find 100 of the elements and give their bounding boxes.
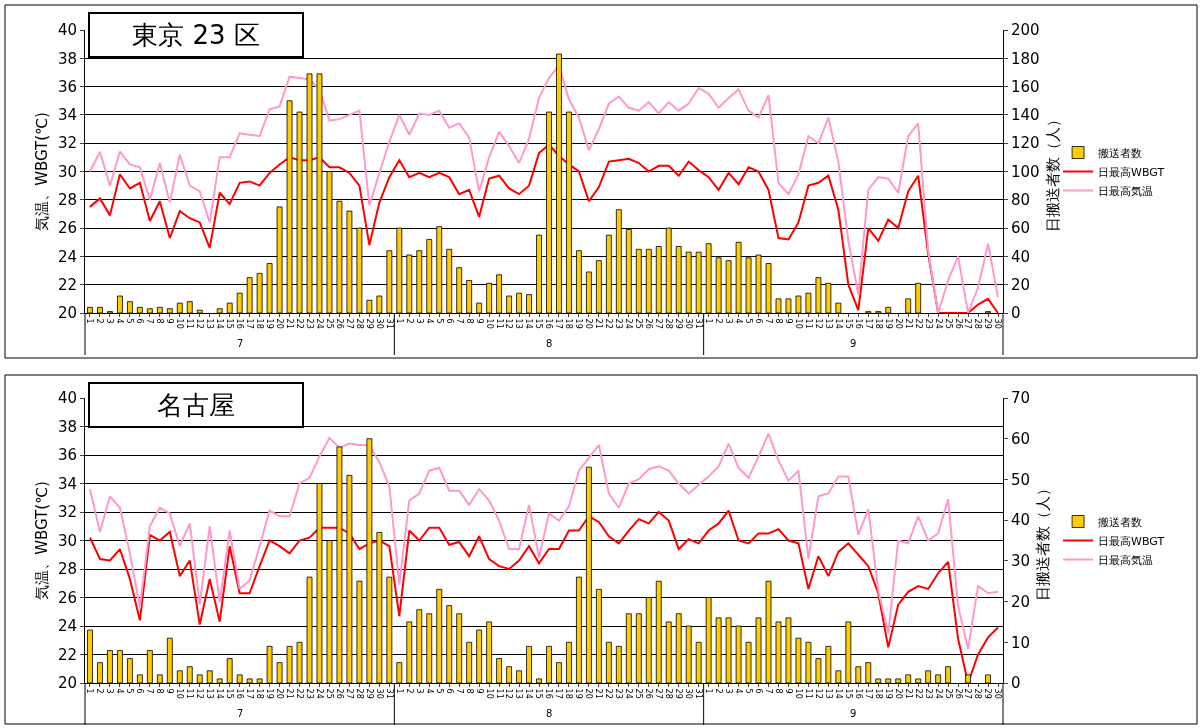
x-tick-label: 19 — [574, 318, 584, 329]
x-tick-label: 1 — [394, 688, 404, 694]
y-tick-label: 36 — [57, 77, 77, 96]
x-tick-label: 2 — [714, 318, 724, 324]
x-tick-label: 24 — [314, 318, 324, 329]
x-tick-label: 18 — [873, 688, 883, 699]
x-tick-label: 10 — [793, 318, 803, 329]
x-tick-label: 3 — [724, 688, 733, 694]
x-tick-label: 10 — [484, 688, 494, 699]
y-axis-title: 気温、WBGT(℃) — [33, 481, 52, 600]
x-tick-label: 2 — [714, 688, 724, 694]
x-tick-label: 22 — [294, 688, 304, 699]
x-tick-label: 21 — [903, 318, 913, 329]
x-tick-label: 27 — [344, 318, 354, 329]
x-tick-label: 5 — [743, 318, 753, 324]
chart-title: 東京 23 区 — [132, 20, 260, 50]
x-tick-label: 19 — [265, 688, 274, 699]
x-tick-label: 2 — [404, 318, 414, 324]
x-tick-label: 17 — [245, 688, 255, 699]
x-tick-label: 15 — [534, 318, 544, 329]
y-tick-label: 32 — [57, 503, 77, 522]
x-tick-label: 17 — [863, 688, 873, 699]
x-tick-label: 5 — [125, 688, 135, 694]
y-tick-label: 32 — [57, 134, 77, 153]
x-tick-label: 10 — [175, 318, 185, 329]
x-tick-label: 20 — [274, 688, 284, 699]
x-tick-label: 4 — [733, 688, 743, 694]
x-tick-label: 23 — [614, 688, 624, 699]
x-tick-label: 13 — [823, 688, 833, 699]
x-tick-label: 6 — [753, 688, 763, 694]
x-tick-label: 10 — [484, 318, 494, 329]
y-tick-label: 28 — [57, 560, 77, 579]
y-tick-label: 38 — [57, 49, 77, 68]
x-tick-label: 28 — [354, 318, 364, 329]
x-tick-label: 14 — [524, 688, 534, 699]
x-tick-label: 2 — [95, 318, 105, 324]
x-tick-label: 21 — [284, 318, 294, 329]
x-tick-label: 14 — [215, 688, 225, 699]
x-tick-label: 30 — [684, 688, 694, 699]
x-tick-label: 27 — [654, 318, 664, 329]
x-tick-label: 6 — [444, 318, 454, 324]
x-tick-label: 21 — [284, 688, 294, 699]
legend-label: 日最高WBGT — [1098, 165, 1165, 179]
x-tick-label: 24 — [933, 318, 943, 329]
x-tick-label: 31 — [694, 318, 704, 329]
x-tick-label: 30 — [684, 318, 694, 329]
x-tick-label: 13 — [514, 688, 524, 699]
y2-tick-label: 180 — [1011, 49, 1040, 68]
legend-label: 搬送者数 — [1098, 146, 1143, 160]
x-tick-label: 21 — [903, 688, 913, 699]
y2-tick-label: 120 — [1011, 134, 1040, 153]
y2-tick-label: 100 — [1011, 162, 1040, 181]
x-tick-label: 6 — [135, 688, 145, 694]
y-tick-label: 24 — [57, 247, 77, 266]
x-tick-label: 14 — [833, 688, 843, 699]
x-tick-label: 24 — [624, 318, 634, 329]
x-tick-label: 31 — [384, 688, 394, 699]
y2-tick-label: 60 — [1011, 219, 1031, 238]
y2-tick-label: 40 — [1011, 511, 1031, 530]
x-tick-label: 11 — [803, 688, 813, 699]
x-tick-label: 16 — [853, 318, 863, 329]
y-tick-label: 38 — [57, 417, 77, 436]
x-tick-label: 11 — [185, 318, 195, 329]
x-tick-label: 8 — [155, 688, 165, 694]
x-tick-label: 3 — [414, 318, 424, 324]
x-tick-label: 18 — [255, 688, 265, 699]
x-tick-label: 13 — [205, 318, 215, 329]
y-tick-label: 22 — [57, 645, 77, 664]
x-tick-label: 7 — [145, 318, 155, 324]
y2-tick-label: 0 — [1011, 304, 1021, 323]
x-tick-label: 9 — [474, 318, 484, 324]
x-tick-label: 10 — [793, 688, 803, 699]
x-tick-label: 23 — [923, 688, 933, 699]
x-tick-label: 22 — [604, 688, 614, 699]
x-tick-label: 9 — [165, 318, 175, 324]
text: 9 — [850, 338, 857, 349]
x-tick-label: 24 — [933, 688, 943, 699]
x-tick-label: 27 — [963, 688, 973, 699]
legend-label: 日最高WBGT — [1098, 534, 1165, 548]
x-tick-label: 5 — [743, 688, 753, 694]
x-tick-label: 2 — [95, 688, 105, 694]
y2-tick-label: 10 — [1011, 633, 1031, 652]
x-tick-label: 28 — [973, 688, 983, 699]
x-tick-label: 18 — [255, 318, 265, 329]
x-tick-label: 1 — [394, 318, 404, 324]
x-tick-label: 29 — [983, 318, 993, 329]
y2-axis-title: 日搬送者数（人） — [1034, 480, 1053, 601]
x-tick-label: 11 — [803, 318, 813, 329]
x-tick-label: 27 — [963, 318, 973, 329]
x-tick-label: 5 — [125, 318, 135, 324]
x-tick-label: 6 — [753, 318, 763, 324]
x-tick-label: 23 — [614, 318, 624, 329]
x-tick-label: 14 — [215, 318, 225, 329]
chart-title: 名古屋 — [157, 390, 235, 420]
x-tick-label: 9 — [783, 688, 793, 694]
x-tick-label: 24 — [624, 688, 634, 699]
text: 7 — [237, 338, 244, 349]
x-tick-label: 23 — [923, 318, 933, 329]
x-tick-label: 16 — [853, 688, 863, 699]
x-tick-label: 27 — [344, 688, 354, 699]
